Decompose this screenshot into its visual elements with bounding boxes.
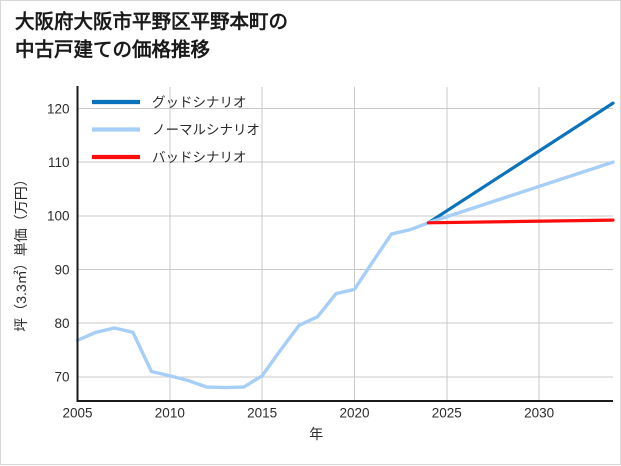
y-tick-label: 120 [47,101,70,116]
legend-label: バッドシナリオ [152,150,247,165]
y-tick-label: 110 [48,155,70,170]
y-tick-label: 90 [54,262,69,277]
y-tick-label: 80 [54,316,69,331]
axis-titles-group: 年 坪（3.3㎡）単価（万円） [13,172,323,442]
x-axis-title: 年 [309,426,323,442]
x-tick-label: 2025 [432,406,462,421]
legend-item[interactable]: グッドシナリオ [92,95,247,110]
legend-label: ノーマルシナリオ [152,123,260,138]
series-line-good [426,101,615,225]
axes-group [76,86,613,403]
legend-item[interactable]: バッドシナリオ [92,150,247,165]
y-tick-label: 100 [47,209,70,224]
x-tick-label: 2020 [339,406,369,421]
x-tick-label: 2005 [62,406,92,421]
gridlines-group [77,87,613,401]
tick-labels-group: 70 80 90 100 110 120 2005 2010 2015 2020 2025 2030 [47,101,554,420]
legend-label: グッドシナリオ [152,95,247,110]
series-line-bad [426,218,615,225]
x-tick-label: 2015 [247,406,277,421]
y-axis-title: 坪（3.3㎡）単価（万円） [13,172,29,331]
series-group [75,101,615,390]
legend-item[interactable]: ノーマルシナリオ [92,123,260,138]
series-line-normal [75,160,615,390]
x-tick-label: 2030 [524,406,554,421]
y-tick-label: 70 [54,370,69,385]
chart-title: 大阪府大阪市平野区平野本町の 中古戸建ての価格推移 [15,11,289,61]
x-tick-label: 2010 [155,406,185,421]
